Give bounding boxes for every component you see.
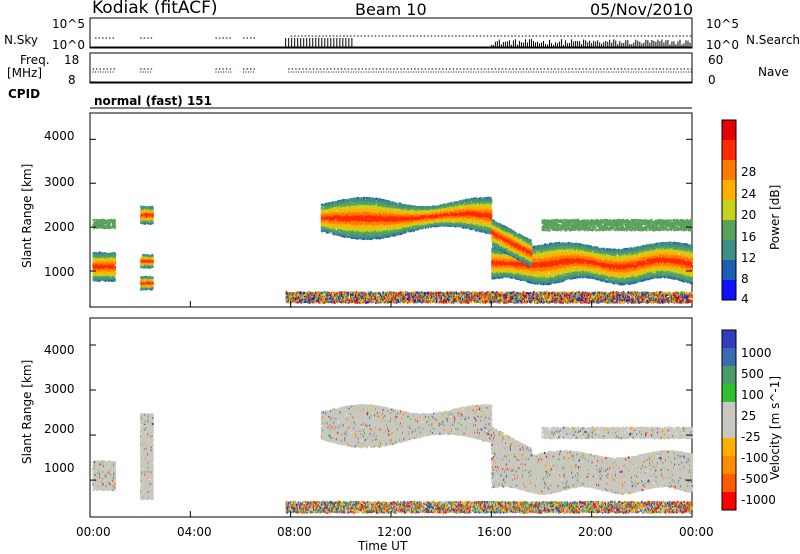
velocity-colorbar-cell [722,366,736,385]
x-axis-label: Time UT [358,540,407,552]
power-echo-early-upper [93,219,116,230]
power-colorbar-cell [722,180,736,201]
velocity-cbar-tick-25: 25 [741,410,756,422]
velocity-colorbar-cell [722,384,736,403]
velocity-cbar-tick-500: 500 [741,368,764,380]
power-echo-early [93,252,117,282]
freq-label-1: Freq. [20,54,50,66]
nsky-tick-bottom: 10^0 [52,39,85,51]
power-cbar-tick-28: 28 [741,166,756,178]
power-cbar-tick-12: 12 [741,252,756,264]
site-title: Kodiak (fitACF) [92,0,218,17]
velocity-colorbar-cell [722,420,736,439]
velocity-echo-2h [140,413,154,500]
nave-tick-top: 60 [708,54,723,66]
velocity-cbar-tick-1000: 1000 [741,347,772,359]
power-echo-2h-low [140,276,154,291]
power-colorbar-cell [722,280,736,301]
velocity-y-tick-4000: 4000 [44,344,75,356]
velocity-ylabel: Slant Range [km] [20,360,34,464]
velocity-y-tick-1000: 1000 [44,462,75,474]
power-y-tick-3000: 3000 [44,176,75,188]
power-colorbar-cell [722,240,736,261]
velocity-y-tick-3000: 3000 [44,383,75,395]
velocity-cbar-tick-100: 100 [741,389,764,401]
velocity-colorbar-cell [722,330,736,349]
x-tick-1600: 16:00 [477,526,512,538]
power-ground-scatter [286,291,693,304]
velocity-ground-scatter [286,501,693,514]
power-colorbar-cell [722,220,736,241]
power-echo-2h-mid [140,254,154,269]
power-cbar-label: Power [dB] [768,185,782,250]
power-y-tick-2000: 2000 [44,221,75,233]
freq-tick-bottom: 8 [68,74,76,86]
velocity-cbar-label: Velocity [m s^-1] [768,376,782,480]
x-tick-0800: 08:00 [277,526,312,538]
power-cbar-tick-16: 16 [741,231,756,243]
velocity-cbar-tick-neg500: -500 [741,473,768,485]
nave-label: Nave [758,66,789,78]
date-title: 05/Nov/2010 [590,2,693,18]
x-tick-2400: 00:00 [679,526,714,538]
power-cbar-tick-24: 24 [741,188,756,200]
power-colorbar-cell [722,140,736,161]
velocity-colorbar-cell [722,492,736,511]
power-colorbar-cell [722,160,736,181]
x-tick-2000: 20:00 [578,526,613,538]
freq-panel-frame [90,53,692,83]
velocity-scatter-evening-upper [542,426,693,439]
velocity-scatter-day [321,404,493,448]
power-ylabel: Slant Range [km] [20,164,34,268]
cpid-value: normal (fast) 151 [94,95,212,107]
velocity-colorbar-cell [722,402,736,421]
freq-label-2: [MHz] [7,67,42,79]
x-tick-0400: 04:00 [177,526,212,538]
x-tick-1200: 12:00 [377,526,412,538]
velocity-colorbar-cell [722,456,736,475]
power-echo-2h-high [140,206,154,225]
velocity-cbar-tick-neg25: -25 [741,431,761,443]
velocity-cbar-tick-neg100: -100 [741,452,768,464]
beam-title: Beam 10 [355,2,427,18]
nsky-panel-frame [90,18,692,48]
power-cbar-tick-4: 4 [741,293,749,305]
power-scatter-day [321,197,493,240]
power-colorbar-cell [722,260,736,281]
power-scatter-evening-upper [542,219,693,232]
power-cbar-tick-8: 8 [741,273,749,285]
velocity-echo-early [93,460,117,491]
velocity-colorbar-cell [722,348,736,367]
nsearch-label: N.Search [746,34,800,46]
power-colorbar-cell [722,200,736,221]
nsky-label: N.Sky [4,34,38,46]
nsearch-tick-bottom: 10^0 [706,39,739,51]
x-tick-0000: 00:00 [76,526,111,538]
power-cbar-tick-20: 20 [741,209,756,221]
nsearch-tick-top: 10^5 [706,18,739,30]
velocity-y-tick-2000: 2000 [44,423,75,435]
freq-tick-top: 18 [64,54,79,66]
nsky-tick-top: 10^5 [52,18,85,30]
power-y-tick-1000: 1000 [44,266,75,278]
velocity-colorbar-cell [722,438,736,457]
cpid-label: CPID [8,88,40,100]
nave-tick-bottom: 0 [708,74,716,86]
velocity-colorbar-cell [722,474,736,493]
power-y-tick-4000: 4000 [44,130,75,142]
power-colorbar-cell [722,120,736,141]
velocity-cbar-tick-neg1000: -1000 [741,494,776,506]
